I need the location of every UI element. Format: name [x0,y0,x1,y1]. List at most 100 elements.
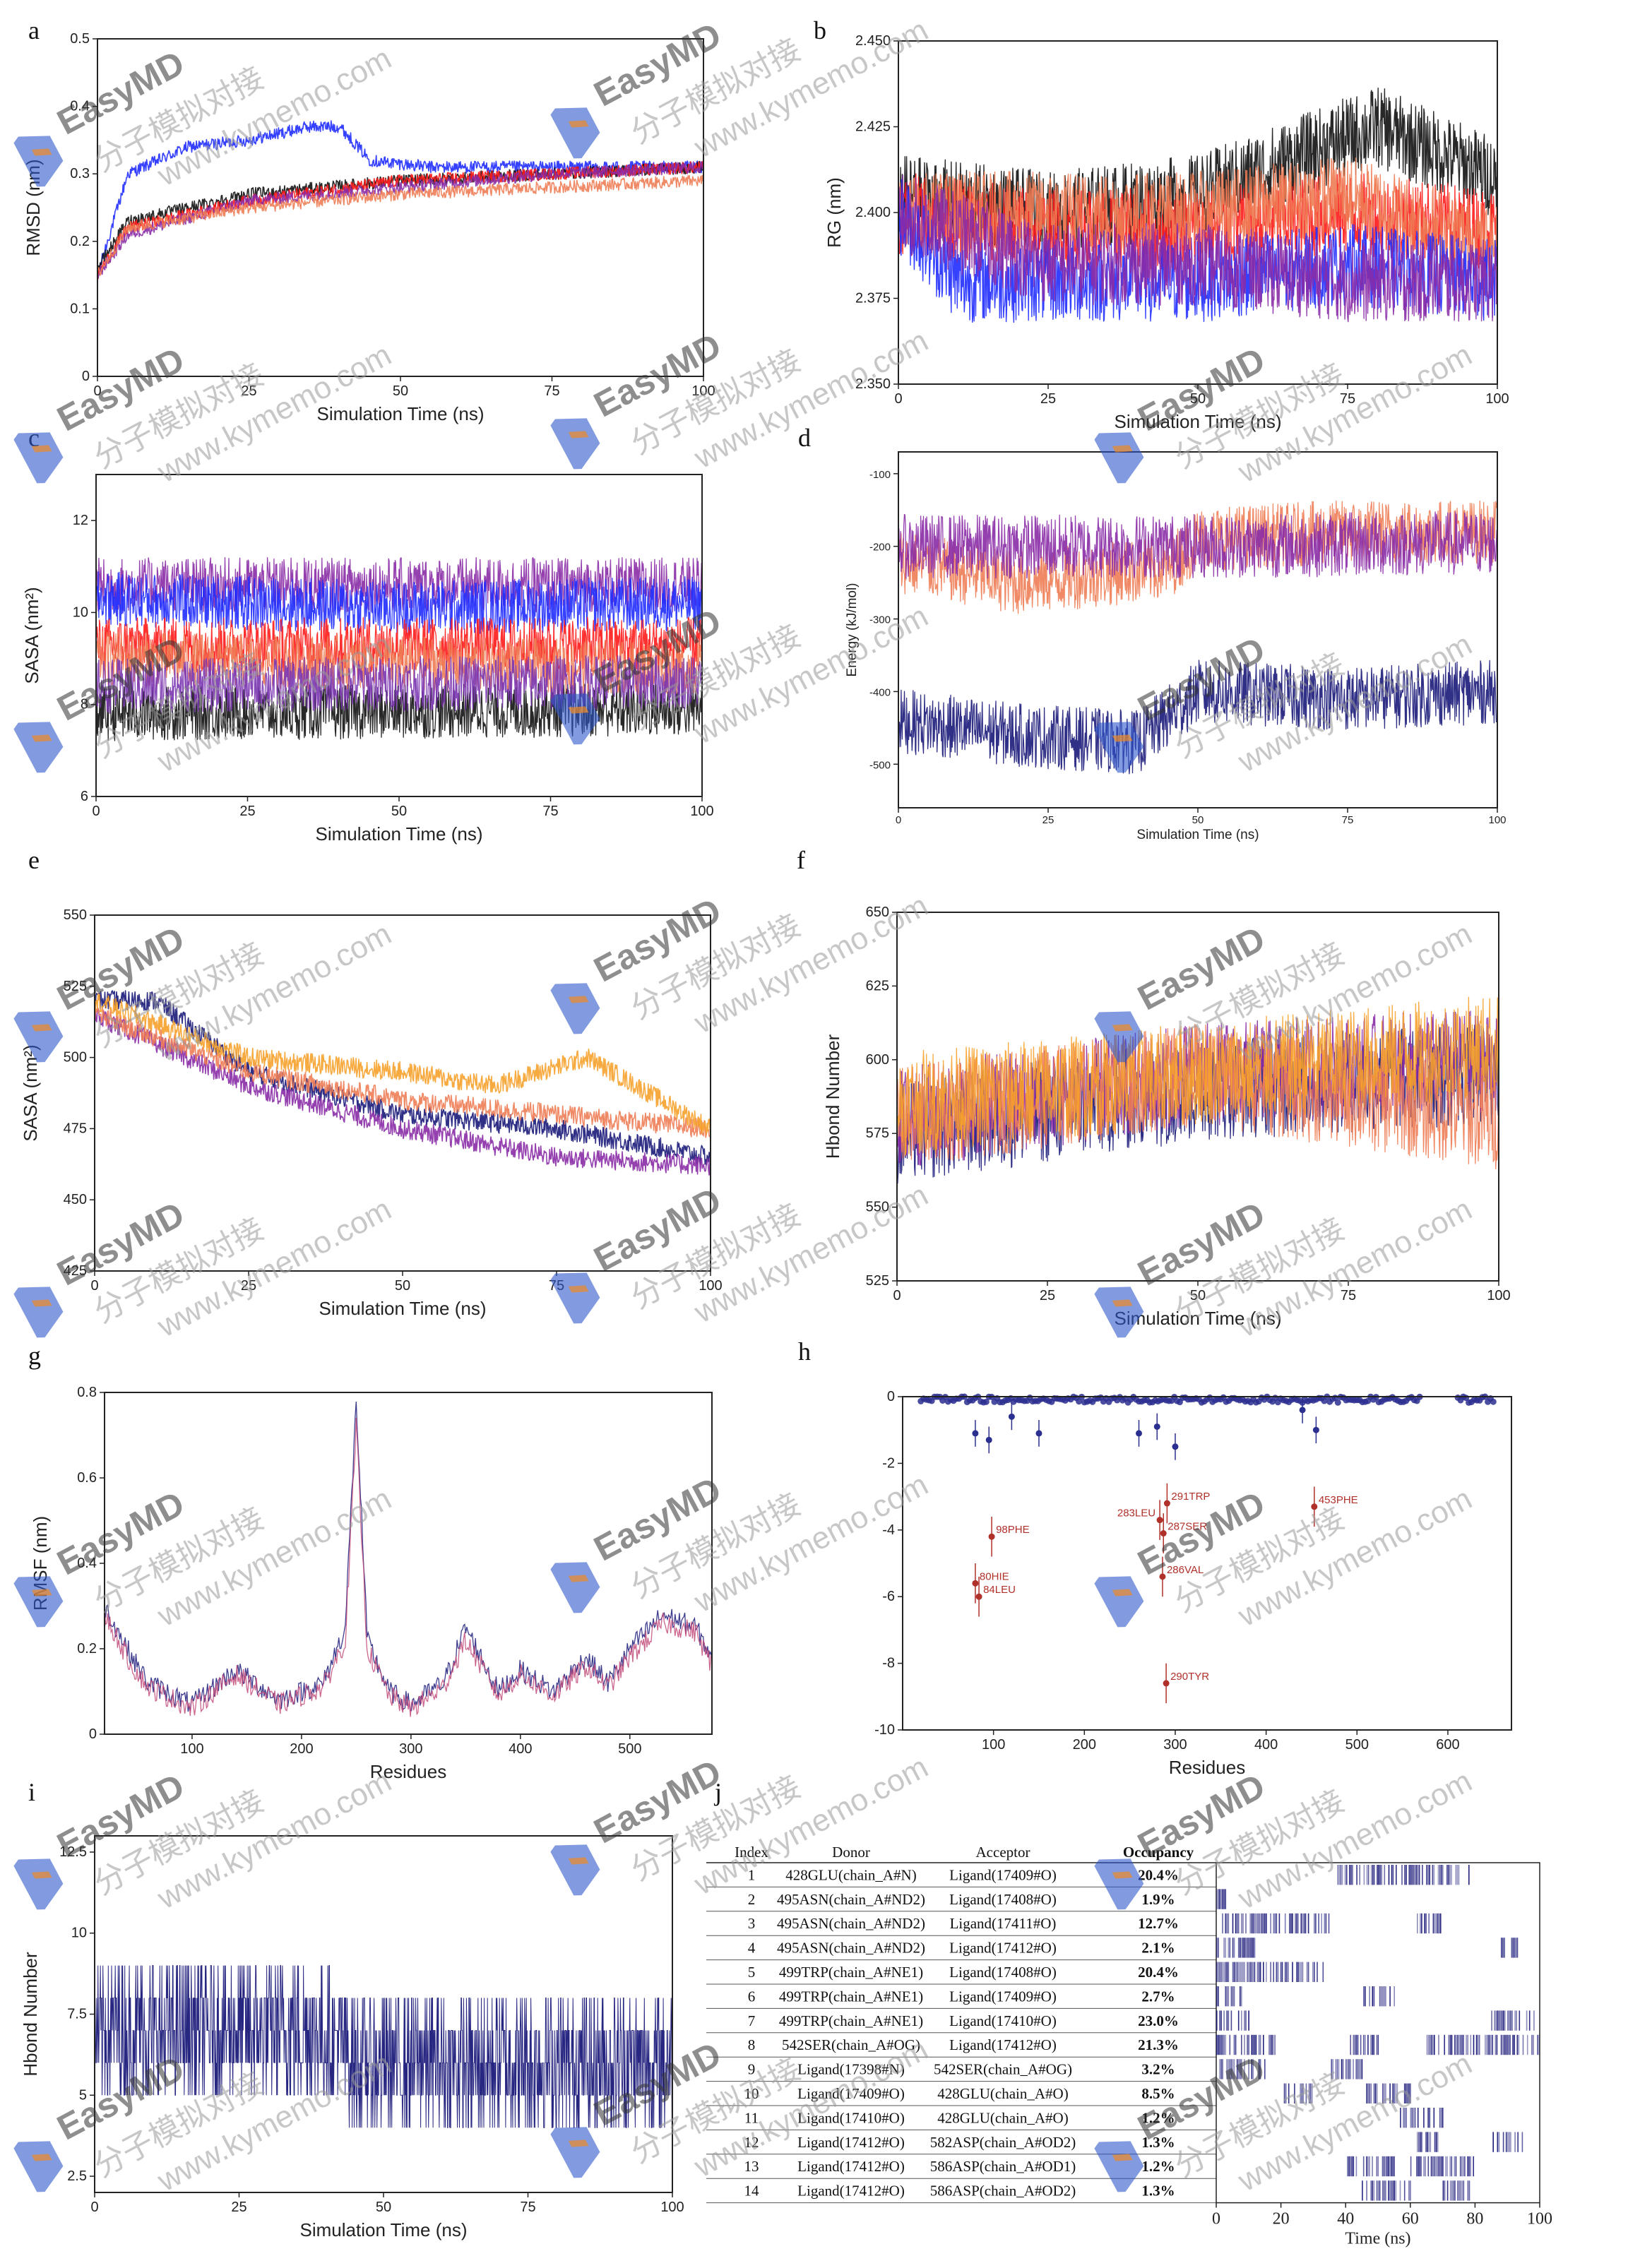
heatmap-cell [1410,2180,1411,2201]
logo-icon [1112,1589,1133,1596]
heatmap-cell [1248,2010,1249,2031]
heatmap-cell [1288,2083,1290,2103]
table-cell: Ligand(17412#O) [949,1940,1057,1957]
heatmap-cell [1355,2059,1357,2079]
table-cell: 542SER(chain_A#OG) [782,2036,920,2053]
y-tick-label: 0.1 [70,301,90,316]
heatmap-cell [1421,2132,1422,2152]
heatmap-cell [1446,1865,1448,1885]
heatmap-cell [1434,2132,1436,2152]
heatmap-cell [1420,2132,1421,2152]
heatmap-cell [1449,2180,1451,2201]
series-line [104,1401,713,1712]
table-cell: Ligand(17409#O) [949,1988,1057,2005]
heatmap-cell [1392,2156,1394,2177]
heatmap-cell [1331,2059,1332,2079]
heatmap-cell [1451,2156,1453,2177]
heatmap-cell [1492,2132,1494,2152]
y-tick-label: 575 [866,1126,889,1141]
series-line [96,654,702,714]
logo-icon [568,431,589,438]
series-line [898,659,1497,775]
heatmap-cell [1509,2034,1511,2055]
x-tick-label: 75 [1340,391,1355,407]
heatmap-cell [1511,1938,1513,1958]
heatmap-cell [1352,1865,1353,1885]
heatmap-cell [1264,1913,1266,1934]
heatmap-cell [1526,2034,1528,2055]
heatmap-cell [1497,2132,1499,2152]
y-tick-label: 550 [866,1200,889,1215]
y-tick-label: -300 [869,614,891,626]
logo-icon [1112,445,1133,453]
heatmap-cell [1458,2180,1460,2201]
table-cell: 582ASP(chain_A#OD2) [930,2134,1076,2151]
heatmap-cell [1244,1962,1245,1982]
heatmap-cell [1363,1986,1365,2007]
heatmap-cell [1514,2010,1516,2031]
heatmap-cell [1317,1962,1318,1982]
heatmap-cell [1440,1865,1442,1885]
heatmap-cell [1533,2010,1535,2031]
heatmap-cell [1345,1865,1348,1885]
y-tick-label: 6 [81,789,88,804]
plot-area [95,990,711,1176]
y-tick-label: -2 [882,1455,895,1471]
heatmap-cell [1270,2034,1271,2055]
heatmap-cell [1335,2059,1337,2079]
heatmap-cell [1255,1913,1257,1934]
y-axis-label: RG (nm) [824,177,845,248]
heatmap-cell [1226,1913,1228,1934]
heatmap-cell [1216,1889,1218,1909]
logo-icon [1094,1576,1144,1628]
x-tick-label: 100 [1487,1288,1510,1303]
heatmap-cell [1437,1913,1439,1934]
data-point [982,1398,990,1405]
heatmap-cell [1514,1938,1516,1958]
heatmap-cell [1363,1865,1365,1885]
heatmap-cell [1252,1938,1254,1958]
x-tick-label: 100 [982,1737,1005,1753]
heatmap-cell [1421,1913,1422,1934]
heatmap-cell [1229,2034,1231,2055]
heatmap-cell [1218,2034,1219,2055]
x-tick-label: 25 [1040,391,1056,407]
table-cell: 4 [748,1940,756,1957]
heatmap-cell [1470,2156,1471,2177]
logo-icon [31,445,52,453]
heatmap-cell [1504,1938,1505,1958]
heatmap-cell [1392,2180,1394,2201]
heatmap-cell [1232,1938,1234,1958]
heatmap-cell [1249,1938,1251,1958]
heatmap-cell [1449,2156,1451,2177]
table-cell: 428GLU(chain_A#O) [937,2109,1068,2126]
plot-area [97,120,703,280]
plot-area [897,996,1499,1184]
heatmap-cell [1377,2180,1379,2201]
logo-icon [1112,734,1133,742]
heatmap-cell [1374,1865,1375,1885]
heatmap-cell [1477,2034,1479,2055]
x-tick-label: 300 [1163,1737,1187,1753]
logo-icon [1094,1858,1144,1910]
heatmap-cell [1401,1865,1403,1885]
plot-area [96,556,702,741]
series-line [96,571,702,636]
heatmap-cell [1235,1962,1237,1982]
heatmap-cell [1361,2059,1363,2079]
heatmap-cell [1241,1913,1242,1934]
heatmap-cell [1514,2034,1515,2055]
heatmap-cell [1504,2010,1506,2031]
heatmap-cell [1220,1889,1222,1909]
heatmap-cell [1347,2059,1348,2079]
heatmap-cell [1264,2059,1266,2079]
heatmap-cell [1338,2059,1340,2079]
heatmap-cell [1429,2034,1431,2055]
heatmap-cell [1510,2010,1511,2031]
x-tick-label: 50 [376,2200,391,2215]
heatmap-cell [1451,2180,1453,2201]
